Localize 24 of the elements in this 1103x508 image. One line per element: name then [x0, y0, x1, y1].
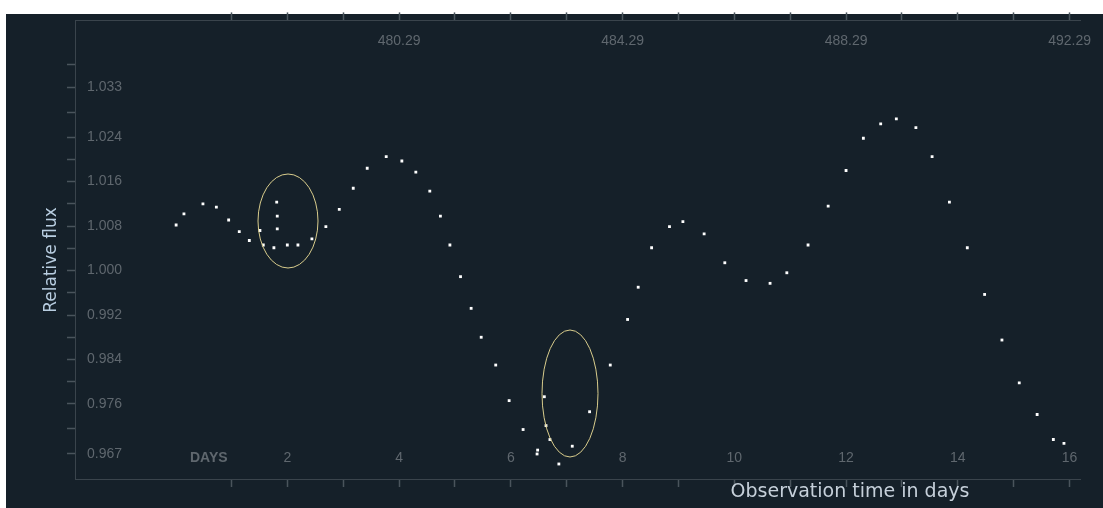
x2-tick-label: 488.29 [824, 31, 868, 48]
x-tick-label: 12 [838, 449, 855, 466]
x-tick-label: 8 [618, 449, 627, 466]
y-tick-label: 1.024 [87, 127, 123, 144]
y-tick-label: 1.008 [87, 216, 123, 233]
x2-tick-label: 480.29 [377, 31, 421, 48]
y-tick-label: 0.967 [87, 444, 123, 461]
y-tick-label: 0.984 [87, 350, 123, 367]
x-axis-title: Observation time in days [729, 479, 971, 501]
x-tick-label: 4 [395, 449, 404, 466]
y-axis-title: Relative flux [40, 206, 60, 315]
x-tick-label: 10 [726, 449, 743, 466]
x2-tick-label: 492.29 [1048, 31, 1092, 48]
y-tick-label: 1.000 [87, 261, 123, 278]
y-tick-label: 0.976 [87, 394, 123, 411]
x2-tick-label: 484.29 [601, 31, 645, 48]
x-tick-label: 14 [950, 449, 966, 466]
x-tick-label: 2 [283, 449, 292, 466]
y-tick-label: 0.992 [87, 305, 123, 322]
y-tick-label: 1.016 [87, 172, 123, 189]
annotation: DAYS [190, 448, 228, 465]
x-tick-label: 6 [506, 449, 515, 466]
y-tick-label: 1.033 [87, 77, 123, 94]
x-tick-label: 16 [1061, 449, 1078, 466]
